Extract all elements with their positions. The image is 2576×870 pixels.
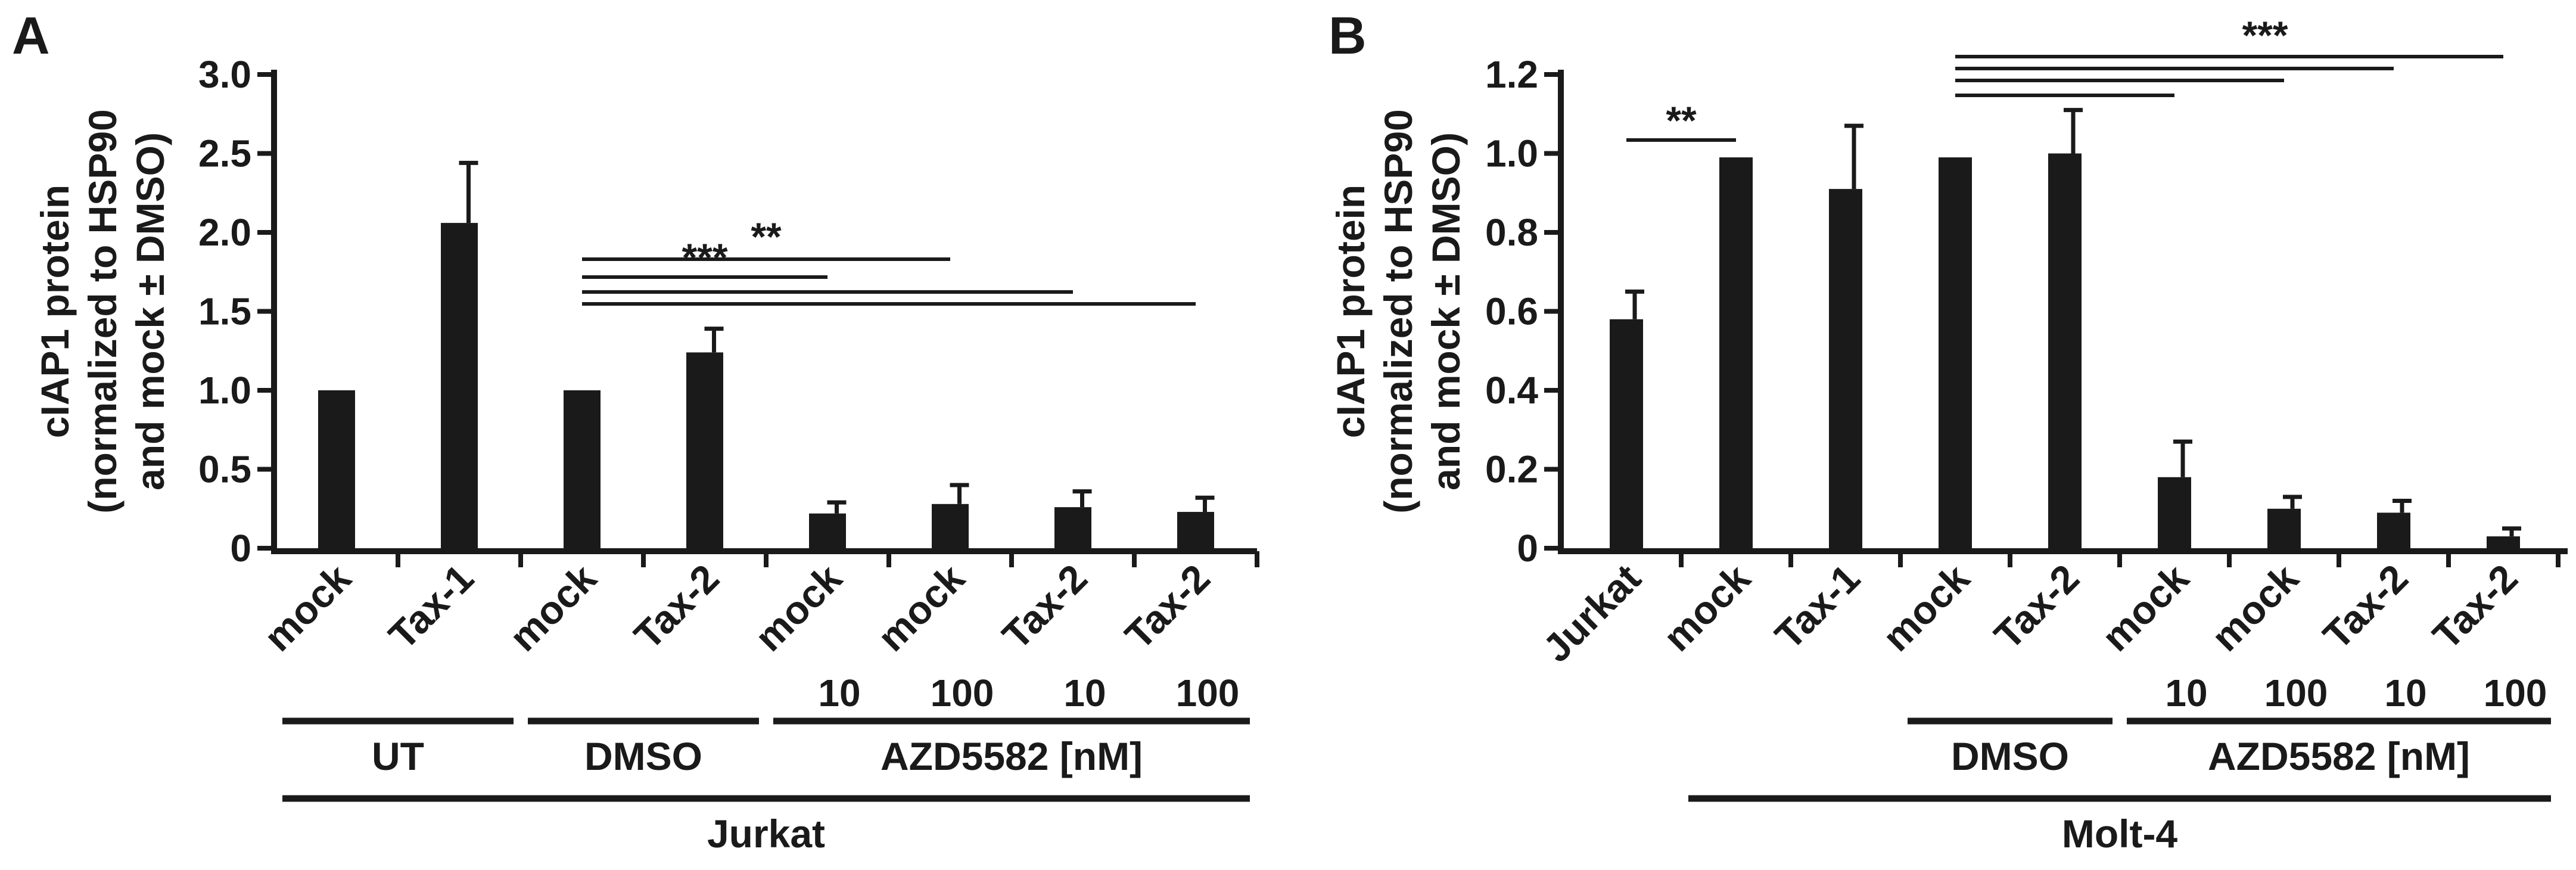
group-label: AZD5582 [nM] xyxy=(881,734,1143,778)
y-tick-label: 2.0 xyxy=(198,211,251,254)
x-category-label: Tax-2 xyxy=(1116,556,1218,658)
bar xyxy=(2487,536,2520,548)
cell-line-label: Molt-4 xyxy=(2062,812,2178,856)
dose-label: 10 xyxy=(818,672,860,714)
x-category-label: mock xyxy=(746,555,850,659)
y-tick-label: 3.0 xyxy=(198,53,251,96)
x-category-label: mock xyxy=(256,555,359,659)
significance-label: *** xyxy=(682,235,727,279)
bar xyxy=(564,390,601,548)
bar xyxy=(441,223,478,549)
dose-label: 10 xyxy=(1063,672,1106,714)
panel-letter: B xyxy=(1329,6,1367,65)
dose-label: 100 xyxy=(2484,672,2547,714)
significance-label: ** xyxy=(751,215,782,259)
y-tick-label: 0.5 xyxy=(198,448,251,491)
y-tick-label: 1.0 xyxy=(198,369,251,412)
x-category-label: mock xyxy=(1874,555,1978,659)
bar xyxy=(1829,189,1862,548)
y-tick-label: 0 xyxy=(1517,527,1538,570)
y-tick-label: 0.8 xyxy=(1485,211,1538,254)
dose-label: 100 xyxy=(931,672,994,714)
bar xyxy=(932,504,969,548)
cell-line-label: Jurkat xyxy=(707,812,825,856)
group-label: AZD5582 [nM] xyxy=(2208,734,2470,778)
panel-a: A cIAP1 protein (normalized to HSP90 and m… xyxy=(12,6,1259,856)
x-category-label: mock xyxy=(501,555,605,659)
bar xyxy=(2048,153,2082,548)
x-category-label: Tax-2 xyxy=(994,556,1096,658)
group-label: DMSO xyxy=(1951,734,2069,778)
dose-label: 100 xyxy=(2264,672,2328,714)
x-category-label: mock xyxy=(2093,555,2197,659)
bar xyxy=(1939,157,1972,548)
bar xyxy=(1054,507,1091,548)
y-axis-label-line: and mock ± DMSO) xyxy=(1424,132,1468,490)
x-category-label: Tax-1 xyxy=(380,556,482,658)
bar xyxy=(2267,508,2301,548)
y-axis-label-line: (normalized to HSP90 xyxy=(80,109,125,513)
x-category-label: Tax-1 xyxy=(1766,556,1868,658)
y-axis-label-line: and mock ± DMSO) xyxy=(128,132,172,490)
bar xyxy=(2377,512,2410,548)
panel-letter: A xyxy=(12,6,50,65)
bar xyxy=(2158,477,2191,548)
bar xyxy=(809,513,846,548)
significance-label: *** xyxy=(2242,13,2288,57)
x-category-label: mock xyxy=(1655,555,1759,659)
x-category-label: Tax-2 xyxy=(626,556,727,658)
y-axis-label-line: cIAP1 protein xyxy=(33,185,77,438)
dose-label: 10 xyxy=(2384,672,2426,714)
x-category-label: Tax-2 xyxy=(2424,556,2526,658)
bar xyxy=(686,352,723,548)
bar xyxy=(1177,512,1214,548)
x-category-label: Tax-2 xyxy=(1986,556,2087,658)
x-category-label: mock xyxy=(2203,555,2307,659)
y-tick-label: 0.4 xyxy=(1485,369,1538,412)
y-tick-label: 0 xyxy=(230,527,251,570)
bar xyxy=(1610,319,1643,548)
group-label: DMSO xyxy=(584,734,702,778)
y-tick-label: 0.2 xyxy=(1485,448,1538,491)
bar xyxy=(318,390,355,548)
dose-label: 10 xyxy=(2165,672,2207,714)
group-label: UT xyxy=(372,734,424,778)
y-tick-label: 1.5 xyxy=(198,290,251,333)
y-tick-label: 1.2 xyxy=(1485,53,1538,96)
y-axis-label-line: cIAP1 protein xyxy=(1329,185,1373,438)
x-category-label: Tax-2 xyxy=(2314,556,2416,658)
x-category-label: Jurkat xyxy=(1534,556,1648,670)
significance-label: ** xyxy=(1666,98,1697,142)
y-axis-label-line: (normalized to HSP90 xyxy=(1376,109,1420,513)
y-tick-label: 0.6 xyxy=(1485,290,1538,333)
x-category-label: mock xyxy=(869,555,973,659)
y-tick-label: 2.5 xyxy=(198,132,251,175)
dose-label: 100 xyxy=(1176,672,1240,714)
panel-b: B cIAP1 protein (normalized to HSP90 and m… xyxy=(1329,6,2568,856)
y-tick-label: 1.0 xyxy=(1485,132,1538,175)
bar xyxy=(1719,157,1753,548)
